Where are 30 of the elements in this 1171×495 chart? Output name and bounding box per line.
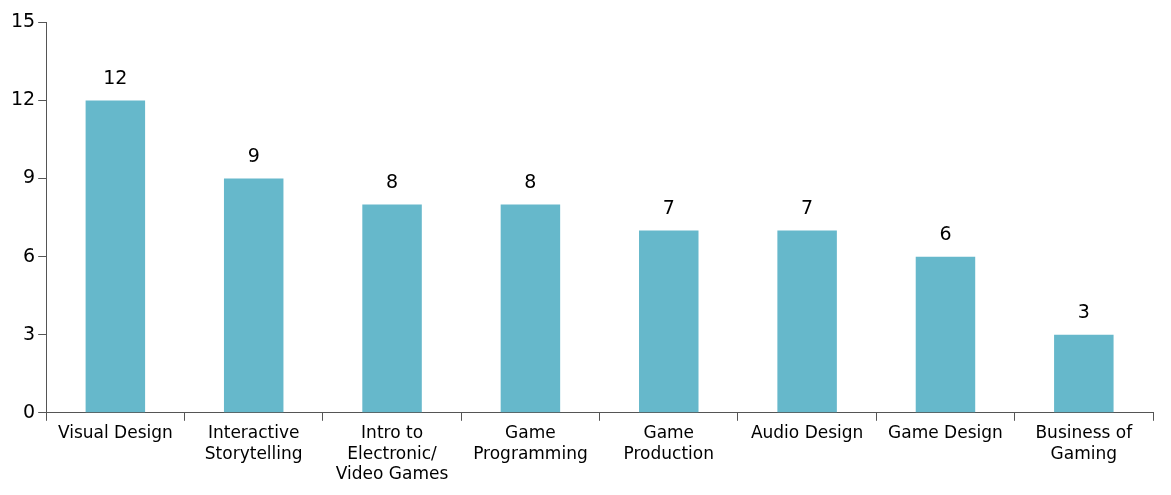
x-tick-label: Visual Design [57, 422, 173, 443]
bar [915, 256, 976, 413]
y-tick-label: 6 [23, 243, 36, 266]
data-label: 9 [247, 144, 260, 166]
data-label: 3 [1077, 300, 1090, 323]
x-tick-label: Business of Gaming [1035, 422, 1134, 463]
data-label: 12 [103, 65, 128, 88]
bar [777, 230, 837, 413]
y-tick-label: 12 [10, 87, 36, 110]
data-label: 8 [386, 170, 399, 193]
x-tick-label: Game Programming [473, 422, 588, 463]
x-tick-label: Audio Design [750, 422, 864, 443]
y-tick-label: 3 [23, 321, 36, 344]
data-label: 7 [662, 196, 675, 219]
y-tick-label: 9 [23, 165, 36, 188]
x-tick-label: Interactive Storytelling [204, 422, 303, 463]
bar [223, 178, 284, 413]
bar [85, 100, 146, 413]
data-label: 7 [801, 196, 814, 219]
bar [500, 204, 561, 413]
data-label: 6 [939, 222, 952, 245]
x-tick-label: Game Design [888, 422, 1003, 443]
bar [639, 230, 699, 413]
x-tick-label: Intro to Electronic/ Video Games [335, 422, 449, 484]
x-tick-label: Game Production [623, 422, 714, 463]
y-tick-label: 0 [23, 399, 36, 422]
bar [362, 204, 422, 413]
data-label: 8 [524, 170, 537, 193]
bar [1054, 334, 1114, 413]
y-tick-label: 15 [10, 9, 36, 32]
